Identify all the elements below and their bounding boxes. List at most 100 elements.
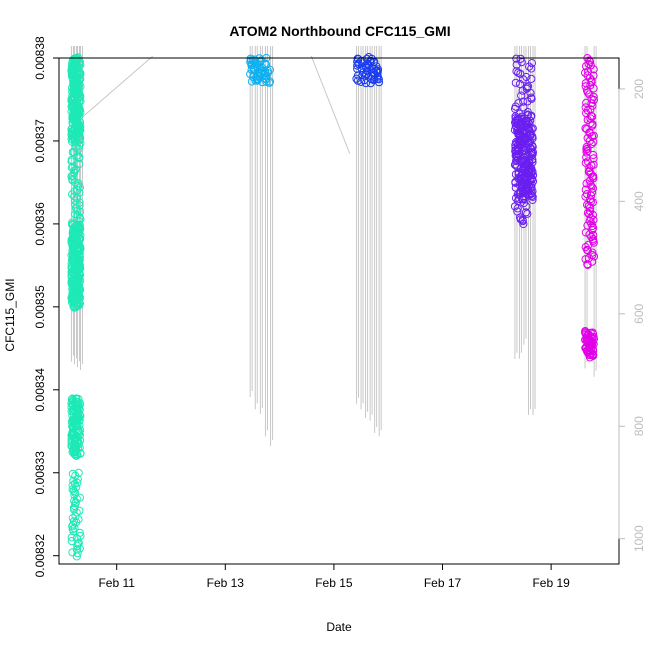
data-point <box>69 527 78 536</box>
data-point <box>589 150 598 160</box>
data-point <box>587 132 597 141</box>
data-point <box>581 158 590 167</box>
data-point <box>583 144 592 153</box>
data-point <box>511 122 520 131</box>
y-tick-label: 0.00834 <box>33 368 47 412</box>
data-point <box>581 68 590 77</box>
data-point <box>585 90 594 99</box>
data-point <box>67 134 76 143</box>
data-point <box>67 157 76 166</box>
data-point <box>356 77 366 87</box>
data-point <box>526 88 535 98</box>
series-flight-1 <box>67 53 85 561</box>
data-point <box>518 217 527 226</box>
transit-line <box>310 55 351 154</box>
data-point <box>68 137 77 146</box>
data-point <box>72 552 81 561</box>
data-point <box>366 79 375 88</box>
data-point <box>583 88 592 97</box>
data-point <box>513 156 522 165</box>
data-point <box>586 203 595 212</box>
data-point <box>518 189 528 198</box>
data-point <box>67 533 76 542</box>
data-point <box>75 198 84 207</box>
data-point <box>353 64 362 74</box>
data-point <box>262 77 271 87</box>
x-tick-label: Feb 17 <box>424 576 462 590</box>
data-point <box>527 74 536 84</box>
data-point <box>73 549 82 558</box>
data-point <box>520 194 529 203</box>
data-point <box>512 60 521 69</box>
y-tick-label: 0.00838 <box>33 36 47 80</box>
y-tick-label: 0.00833 <box>33 451 47 495</box>
transit-line <box>82 55 154 118</box>
data-point <box>585 353 595 362</box>
data-point <box>527 94 536 103</box>
data-point <box>526 190 535 199</box>
data-point <box>584 240 593 249</box>
data-point <box>585 216 594 226</box>
data-point <box>523 97 532 106</box>
x-tick-label: Feb 13 <box>207 576 245 590</box>
data-point <box>72 451 81 460</box>
data-point <box>253 76 262 85</box>
data-point <box>589 65 598 74</box>
data-point <box>511 170 521 179</box>
y-axis-label: CFC115_GMI <box>3 278 17 351</box>
data-points-layer <box>67 53 599 561</box>
data-point <box>589 138 598 147</box>
series-flight-2 <box>246 53 275 87</box>
x-tick-label: Feb 11 <box>98 576 135 590</box>
data-point <box>587 233 596 242</box>
data-point <box>246 70 255 79</box>
data-point <box>67 163 77 172</box>
data-point <box>68 481 77 490</box>
data-point <box>247 77 256 86</box>
data-point <box>581 82 590 91</box>
data-point <box>583 246 592 255</box>
y-tick-label: 0.00835 <box>33 285 47 329</box>
data-point <box>527 191 537 200</box>
data-point <box>75 188 84 197</box>
data-point <box>527 64 536 73</box>
data-point <box>583 146 592 156</box>
data-point <box>361 70 370 79</box>
data-point <box>521 208 531 217</box>
data-point <box>70 303 79 312</box>
data-point <box>517 154 526 163</box>
data-point <box>519 97 528 106</box>
series-flight-5 <box>581 54 599 362</box>
axes-layer: Feb 11 Feb 13 Feb 15 Feb 17 Feb 19 0.00832 0.0… <box>33 36 646 590</box>
data-point <box>361 79 370 88</box>
data-point <box>72 494 81 503</box>
data-point <box>583 134 592 143</box>
data-point <box>528 195 537 204</box>
y-tick-label: 0.00837 <box>33 119 47 163</box>
y2-tick-label: 1000 <box>632 525 646 552</box>
data-point <box>581 192 590 201</box>
data-point <box>510 202 520 211</box>
data-point <box>519 219 528 229</box>
y2-tick-label: 200 <box>632 79 646 99</box>
data-point <box>589 252 599 261</box>
x-tick-label: Feb 15 <box>315 576 353 590</box>
data-point <box>583 71 592 80</box>
data-point <box>353 61 362 70</box>
data-point <box>70 196 80 205</box>
data-point <box>68 522 77 531</box>
y2-tick-label: 800 <box>632 416 646 436</box>
data-point <box>583 260 592 269</box>
altitude-trace-layer <box>70 46 597 446</box>
data-point <box>583 208 593 218</box>
y2-tick-label: 400 <box>632 191 646 211</box>
data-point <box>516 54 525 63</box>
series-flight-4 <box>510 54 538 229</box>
data-point <box>72 193 82 203</box>
data-point <box>528 192 537 201</box>
data-point <box>518 86 527 95</box>
data-point <box>70 450 79 459</box>
data-point <box>514 189 523 198</box>
x-tick-label: Feb 19 <box>532 576 570 590</box>
